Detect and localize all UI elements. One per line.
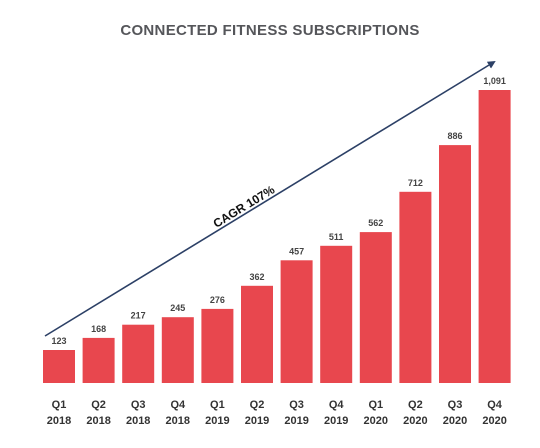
- value-label: 511: [329, 232, 344, 242]
- value-label: 562: [368, 218, 383, 228]
- value-label: 1,091: [483, 76, 506, 86]
- x-tick-quarter: Q2: [91, 399, 106, 411]
- x-tick-quarter: Q3: [131, 399, 146, 411]
- cagr-trend-arrow: [44, 60, 496, 337]
- chart-title: CONNECTED FITNESS SUBSCRIPTIONS: [120, 22, 420, 39]
- value-labels-group: 123 168 217 245 276 362 457 511 562 712 886 1,091: [51, 76, 505, 346]
- x-tick-year: 2018: [47, 415, 71, 427]
- x-tick-quarter: Q2: [250, 399, 265, 411]
- bar-q1-2019: [201, 308, 234, 383]
- x-tick-quarter: Q4: [487, 399, 503, 411]
- value-label: 276: [210, 295, 225, 305]
- bars-group: [43, 90, 511, 383]
- x-tick-year: 2018: [166, 415, 190, 427]
- x-tick-year: 2020: [364, 415, 388, 427]
- bar-q2-2018: [82, 337, 115, 383]
- x-tick-quarter: Q1: [368, 399, 383, 411]
- bar-q4-2020: [478, 90, 511, 383]
- value-label: 123: [51, 336, 66, 346]
- bar-q2-2019: [241, 285, 273, 383]
- value-label: 362: [249, 272, 264, 282]
- category-labels-group: Q1 2018 Q2 2018 Q3 2018 Q4 2018 Q1 2019 Q2 2019 Q3 20…: [47, 399, 507, 427]
- x-tick-year: 2019: [324, 415, 348, 427]
- x-tick-quarter: Q3: [448, 399, 463, 411]
- value-label: 168: [91, 324, 106, 334]
- bar-q2-2020: [399, 191, 432, 383]
- x-tick-quarter: Q4: [329, 399, 345, 411]
- value-label: 217: [131, 311, 146, 321]
- value-label: 457: [289, 246, 304, 256]
- bar-q3-2020: [439, 145, 471, 383]
- x-tick-quarter: Q1: [210, 399, 225, 411]
- x-tick-year: 2019: [284, 415, 308, 427]
- value-label: 245: [170, 303, 185, 313]
- x-tick-quarter: Q2: [408, 399, 423, 411]
- x-tick-year: 2020: [403, 415, 427, 427]
- x-tick-quarter: Q4: [170, 399, 186, 411]
- value-label: 712: [408, 178, 423, 188]
- bar-q4-2018: [161, 317, 194, 383]
- x-tick-year: 2020: [443, 415, 467, 427]
- value-label: 886: [447, 131, 462, 141]
- x-tick-quarter: Q1: [52, 399, 67, 411]
- x-tick-year: 2019: [245, 415, 269, 427]
- x-tick-year: 2018: [126, 415, 150, 427]
- bar-q4-2019: [320, 245, 353, 383]
- x-tick-year: 2018: [86, 415, 110, 427]
- x-tick-year: 2019: [205, 415, 229, 427]
- cagr-annotation: CAGR 107%: [211, 182, 278, 230]
- bar-q1-2018: [43, 350, 75, 383]
- bar-q3-2019: [280, 260, 313, 383]
- x-tick-year: 2020: [482, 415, 506, 427]
- bar-q3-2018: [122, 324, 155, 383]
- x-tick-quarter: Q3: [289, 399, 304, 411]
- bar-q1-2020: [359, 232, 392, 383]
